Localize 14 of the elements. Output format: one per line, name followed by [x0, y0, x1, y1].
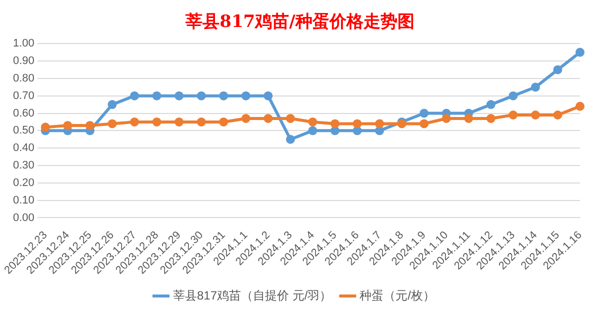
y-tick-label: 0.00	[12, 212, 34, 224]
chart-title: 莘县817鸡苗/种蛋价格走势图	[184, 11, 416, 33]
legend-label: 种蛋（元/枚）	[360, 288, 436, 302]
y-tick-label: 0.50	[12, 124, 34, 137]
y-tick-label: 0.40	[12, 142, 34, 154]
y-tick-label: 0.90	[12, 55, 34, 68]
y-tick-label: 1.00	[12, 38, 34, 50]
y-tick-label: 0.20	[12, 176, 34, 189]
legend-label: 莘县817鸡苗（自提价 元/羽）	[172, 288, 332, 302]
y-tick-label: 0.30	[12, 160, 34, 172]
y-tick-label: 0.80	[12, 72, 34, 84]
y-tick-label: 0.60	[12, 107, 34, 120]
y-tick-label: 0.10	[12, 194, 34, 206]
y-tick-label: 0.70	[12, 90, 34, 102]
